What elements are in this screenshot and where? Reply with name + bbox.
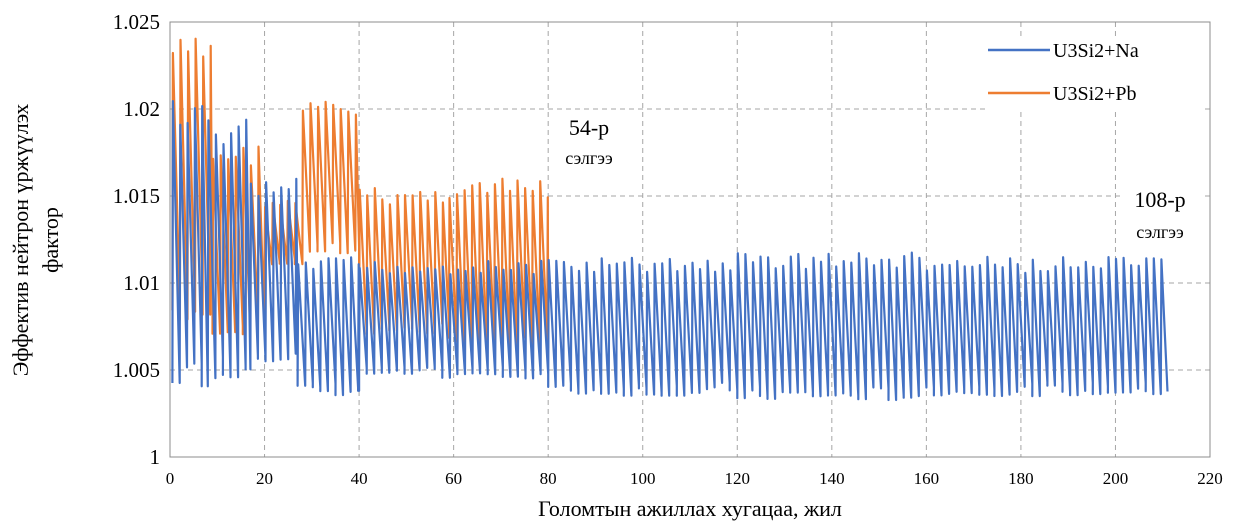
x-tick-label: 140 bbox=[819, 469, 845, 488]
x-tick-label: 160 bbox=[914, 469, 940, 488]
x-tick-label: 200 bbox=[1103, 469, 1129, 488]
y-tick-label: 1.01 bbox=[123, 271, 160, 295]
x-tick-label: 180 bbox=[1008, 469, 1034, 488]
legend: U3Si2+Na U3Si2+Pb bbox=[985, 36, 1205, 112]
y-tick-label: 1.02 bbox=[123, 97, 160, 121]
y-tick-label: 1 bbox=[150, 445, 161, 469]
annotation-108-line1: 108-р bbox=[1134, 187, 1185, 212]
y-tick-label: 1.025 bbox=[113, 10, 160, 34]
x-tick-label: 100 bbox=[630, 469, 656, 488]
y-tick-label: 1.015 bbox=[113, 184, 160, 208]
x-tick-label: 220 bbox=[1197, 469, 1223, 488]
x-tick-label: 80 bbox=[540, 469, 557, 488]
annotation-108: 108-р сэлгээ bbox=[1120, 183, 1202, 243]
x-tick-label: 120 bbox=[725, 469, 751, 488]
series-layer bbox=[171, 37, 1169, 402]
y-tick-labels: 1 1.005 1.01 1.015 1.02 1.025 bbox=[113, 10, 160, 469]
x-tick-label: 40 bbox=[351, 469, 368, 488]
annotation-108-background bbox=[1120, 183, 1202, 243]
y-axis-title-line2: фактор bbox=[38, 207, 63, 273]
x-tick-labels: 0 20 40 60 80 100 120 140 160 180 200 220 bbox=[166, 469, 1223, 488]
y-axis-title-line1: Эффектив нейтрон үржүүлэх bbox=[8, 104, 33, 377]
annotation-54-background bbox=[550, 112, 632, 172]
legend-label-pb: U3Si2+Pb bbox=[1053, 83, 1137, 105]
annotation-108-line2: сэлгээ bbox=[1136, 222, 1184, 242]
legend-label-na: U3Si2+Na bbox=[1053, 40, 1139, 62]
x-tick-label: 0 bbox=[166, 469, 175, 488]
x-axis-title: Голомтын ажиллах хугацаа, жил bbox=[538, 496, 842, 521]
x-tick-label: 60 bbox=[445, 469, 462, 488]
plot-area bbox=[169, 21, 1211, 458]
legend-background bbox=[985, 36, 1205, 112]
x-tick-label: 20 bbox=[256, 469, 273, 488]
series-line-u3si2-na bbox=[171, 100, 1169, 402]
annotation-54-line2: сэлгээ bbox=[565, 148, 613, 168]
annotation-54: 54-р сэлгээ bbox=[550, 112, 632, 172]
y-tick-label: 1.005 bbox=[113, 358, 160, 382]
annotation-54-line1: 54-р bbox=[569, 115, 609, 140]
